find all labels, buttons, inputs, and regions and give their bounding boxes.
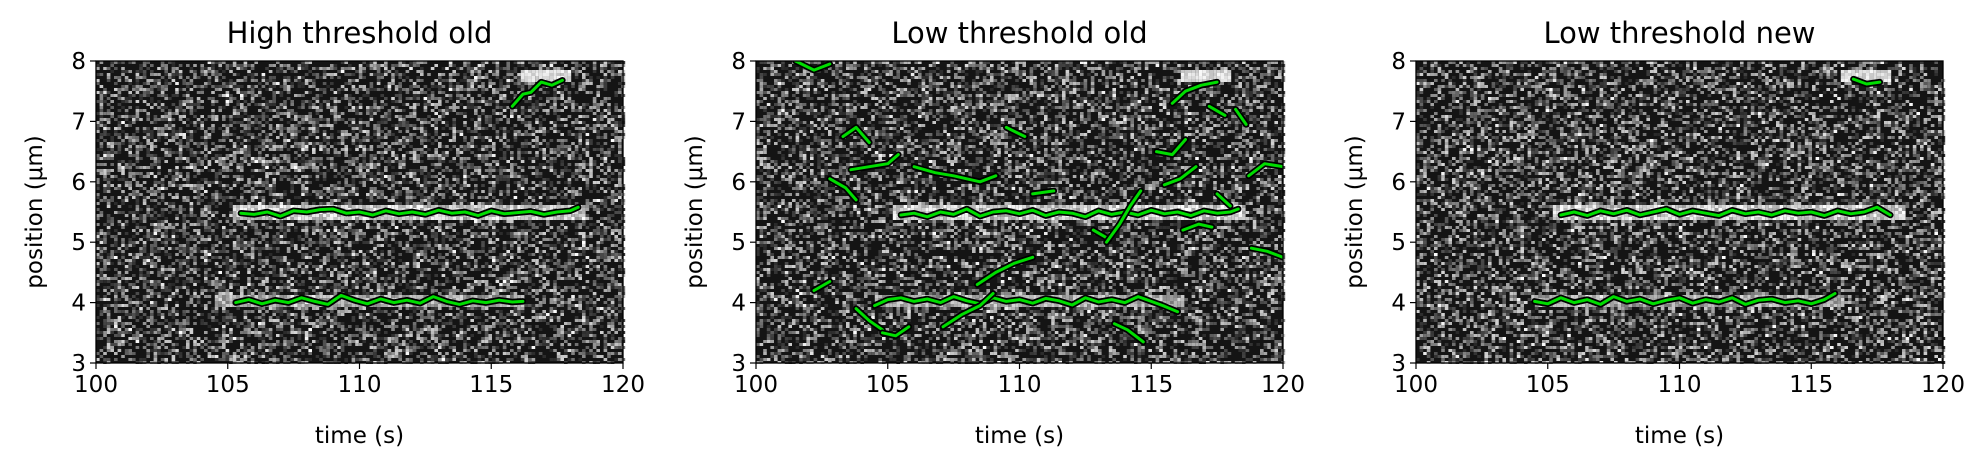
y-tick-label: 3 (1391, 351, 1406, 377)
x-tick-label: 110 (338, 372, 382, 398)
track-13 (941, 292, 995, 329)
x-tick-label: 105 (1526, 372, 1570, 398)
track-3 (1851, 77, 1882, 86)
x-tick-label: 100 (1394, 372, 1438, 398)
track-20 (1162, 165, 1198, 187)
x-tick-label: 120 (1261, 372, 1305, 398)
y-tick-label: 3 (71, 351, 86, 377)
y-tick-label: 5 (1391, 230, 1406, 256)
y-tick-label: 6 (731, 170, 746, 196)
y-tick-label: 6 (71, 170, 86, 196)
track-11 (854, 307, 884, 332)
track-5 (849, 153, 900, 172)
x-tick-label: 115 (1129, 372, 1173, 398)
x-tick-label: 100 (74, 372, 118, 398)
y-tick-label: 3 (731, 351, 746, 377)
x-axis-label: time (s) (975, 423, 1064, 449)
y-tick-label: 8 (731, 49, 746, 75)
x-tick-label: 110 (1658, 372, 1702, 398)
x-tick-label: 105 (866, 372, 910, 398)
y-tick-label: 7 (731, 109, 746, 135)
x-tick-label: 115 (469, 372, 513, 398)
track-17 (1112, 322, 1145, 344)
track-4 (841, 125, 871, 144)
track-1 (239, 205, 580, 218)
track-8 (1004, 125, 1027, 138)
y-tick-label: 4 (1391, 291, 1406, 317)
x-tick-label: 105 (206, 372, 250, 398)
panel-3: 100 105 110 115 120 3 4 5 6 7 8 Low threshold new ti… (1342, 16, 1965, 449)
track-12 (881, 325, 911, 338)
track-25 (1215, 192, 1232, 208)
track-9 (1031, 189, 1056, 196)
track-2 (873, 295, 1180, 314)
track-3 (794, 61, 832, 72)
track-16 (1105, 189, 1143, 244)
y-tick-label: 7 (1391, 109, 1406, 135)
y-axis-label: position (μm) (682, 135, 708, 288)
track-1 (899, 207, 1240, 219)
track-21 (1207, 104, 1227, 117)
tracks (792, 61, 1283, 346)
tracks (232, 77, 582, 308)
track-1 (1559, 205, 1892, 218)
chart-title: High threshold old (227, 16, 493, 50)
track-26 (1249, 246, 1283, 259)
y-tick-label: 5 (731, 230, 746, 256)
track-18 (1155, 138, 1187, 157)
x-axis-label: time (s) (1635, 423, 1724, 449)
track-19 (1170, 80, 1219, 105)
y-tick-label: 4 (731, 291, 746, 317)
y-axis-label: position (μm) (1342, 135, 1368, 288)
track-3 (510, 78, 564, 108)
y-tick-label: 4 (71, 291, 86, 317)
y-tick-label: 5 (71, 230, 86, 256)
track-14 (975, 255, 1035, 286)
x-axis-label: time (s) (315, 423, 404, 449)
chart-title: Low threshold new (1543, 16, 1815, 50)
track-23 (1247, 162, 1283, 178)
y-tick-label: 8 (71, 49, 86, 75)
track-22 (1234, 107, 1248, 126)
track-2 (234, 293, 525, 306)
y-tick-label: 6 (1391, 170, 1406, 196)
x-tick-label: 120 (601, 372, 645, 398)
chart-title: Low threshold old (891, 16, 1147, 50)
y-tick-label: 7 (71, 109, 86, 135)
track-10 (812, 280, 832, 292)
y-axis-label: position (μm) (22, 135, 48, 288)
track-7 (912, 165, 998, 184)
track-6 (828, 177, 858, 202)
x-tick-label: 120 (1921, 372, 1965, 398)
x-tick-label: 110 (998, 372, 1042, 398)
panel-2: 100 105 110 115 120 3 4 5 6 7 8 Low threshold old ti… (682, 16, 1305, 449)
track-2 (1533, 292, 1837, 306)
x-tick-label: 100 (734, 372, 778, 398)
track-24 (1181, 222, 1214, 232)
panel-1: 100 105 110 115 120 3 4 5 6 7 8 High threshold old t… (22, 16, 645, 449)
x-tick-label: 115 (1789, 372, 1833, 398)
y-tick-label: 8 (1391, 49, 1406, 75)
tracks (1531, 75, 1894, 308)
